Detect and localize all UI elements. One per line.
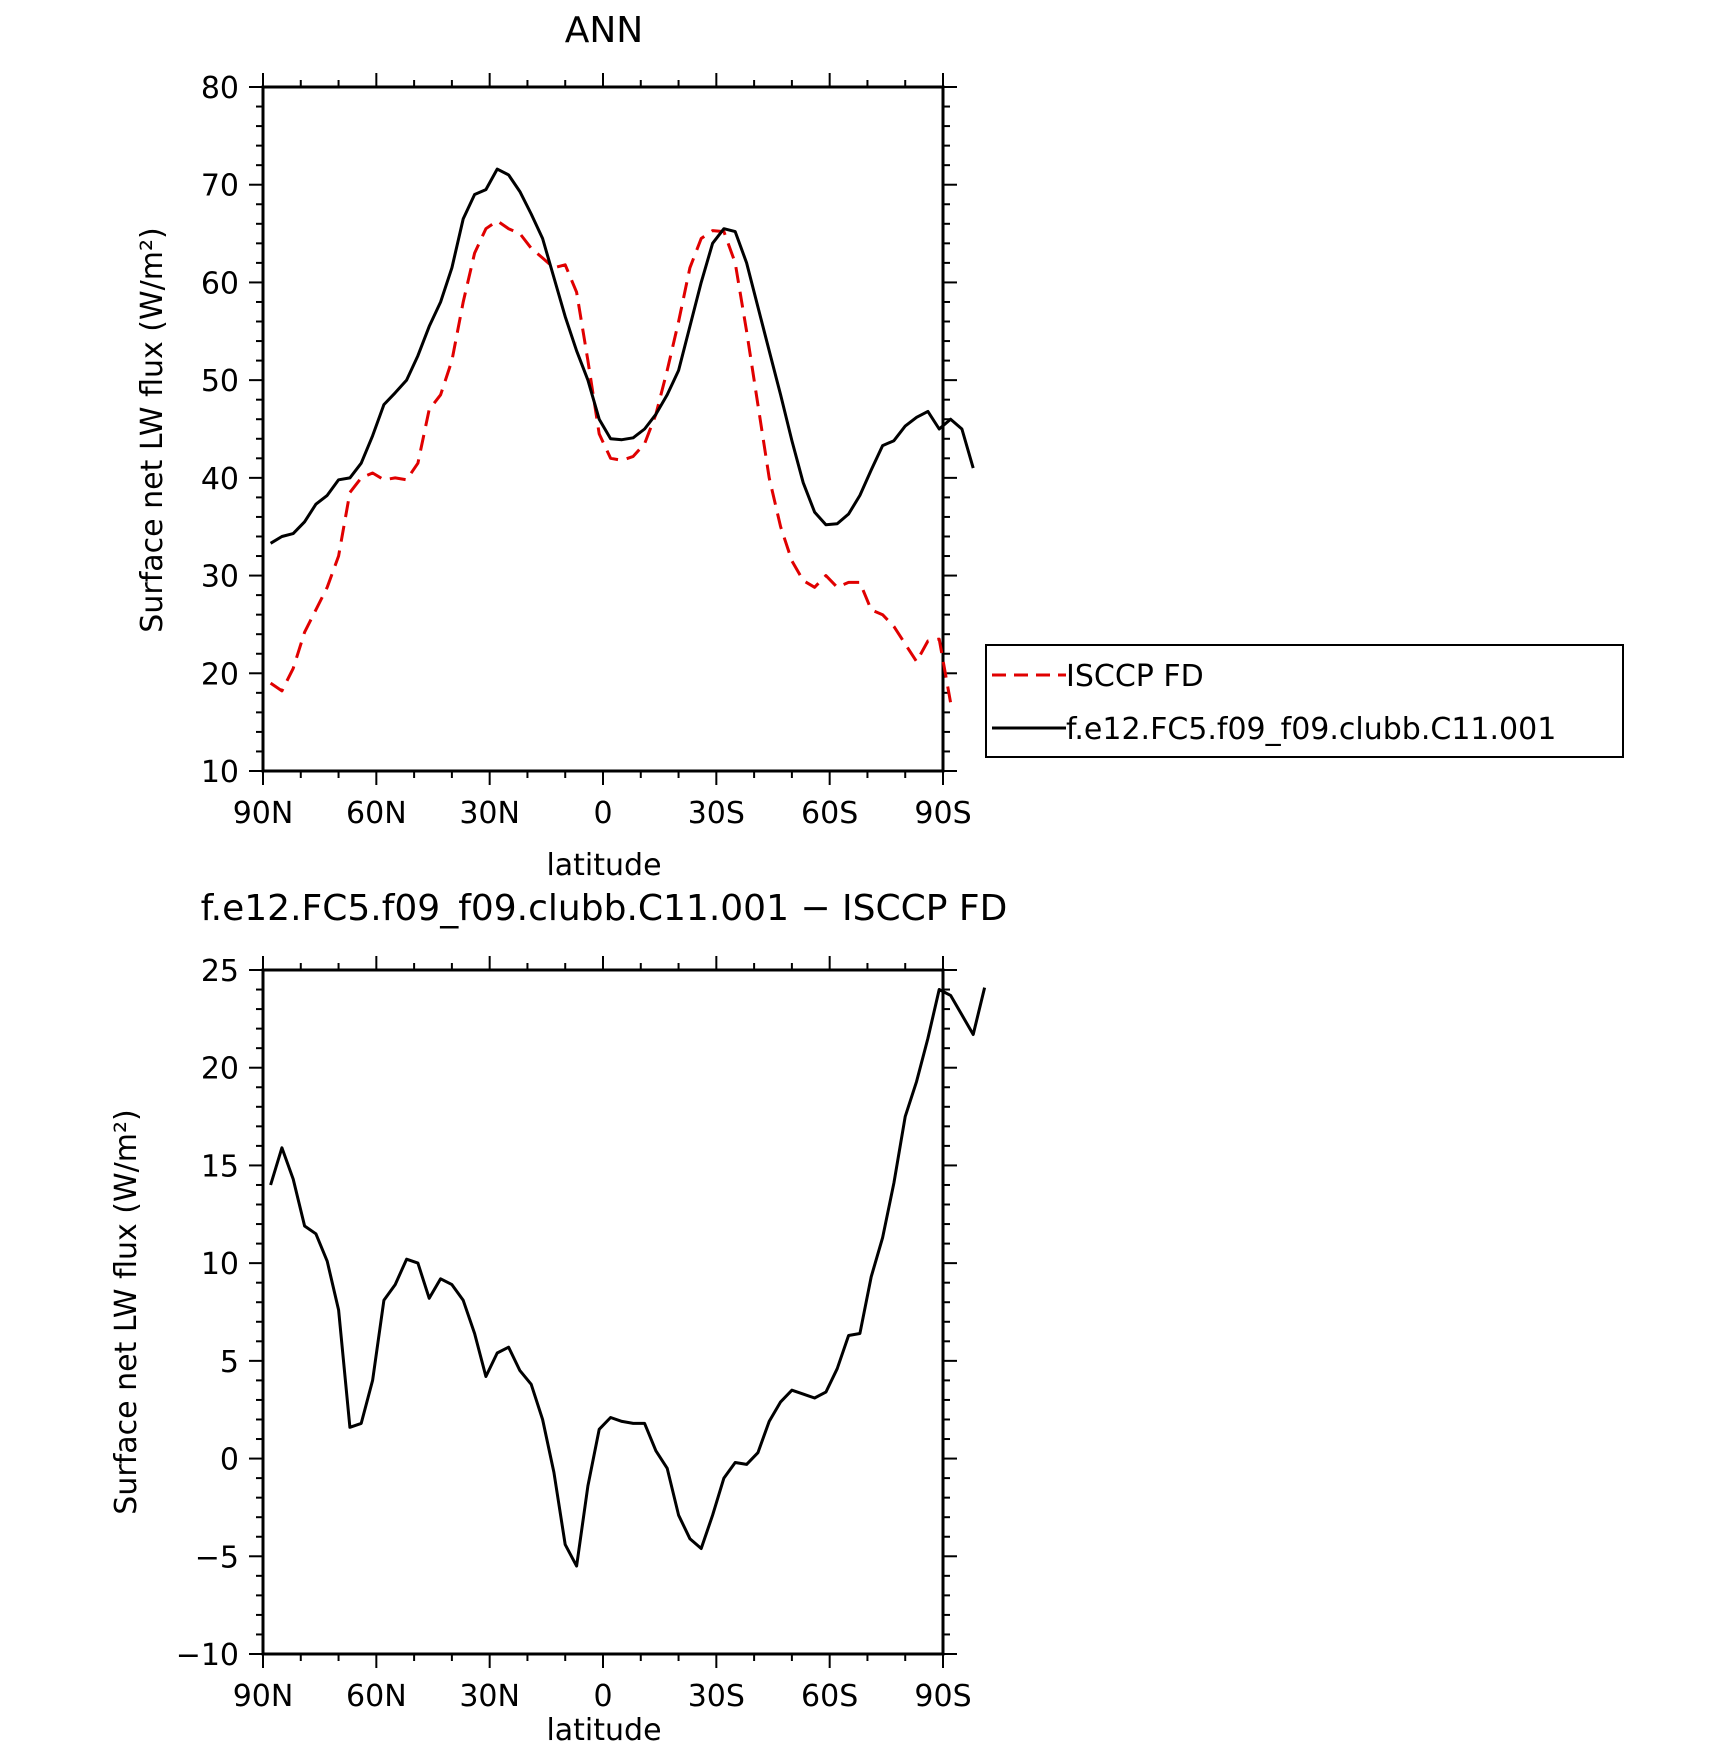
y-tick-label: 15 bbox=[201, 1149, 239, 1184]
isccp-series-line bbox=[269, 219, 953, 703]
x-tick-label: 60S bbox=[801, 1679, 858, 1714]
x-tick-label: 90N bbox=[233, 796, 294, 831]
x-tick-labels: 90N 60N 30N 0 30S 60S 90S bbox=[233, 1679, 972, 1714]
y-tick-labels: 10 20 30 40 50 60 70 80 bbox=[201, 71, 239, 790]
x-axis-title: latitude bbox=[546, 848, 661, 883]
y-tick-label: 80 bbox=[201, 71, 239, 106]
y-tick-label: 40 bbox=[201, 462, 239, 497]
axis-ticks bbox=[249, 956, 957, 1668]
y-tick-label: 20 bbox=[201, 657, 239, 692]
x-tick-label: 90S bbox=[914, 796, 971, 831]
y-tick-label: 25 bbox=[201, 954, 239, 989]
x-tick-label: 60N bbox=[346, 796, 407, 831]
chart-title: f.e12.FC5.f09_f09.clubb.C11.001 − ISCCP … bbox=[201, 888, 1008, 929]
y-tick-label: −10 bbox=[176, 1638, 239, 1673]
axis-ticks bbox=[249, 73, 957, 785]
x-tick-label: 30S bbox=[688, 796, 745, 831]
y-tick-label: 10 bbox=[201, 1247, 239, 1282]
plot-frame bbox=[261, 85, 945, 773]
y-axis-title: Surface net LW flux (W/m²) bbox=[135, 227, 170, 632]
x-axis-title: latitude bbox=[546, 1713, 661, 1745]
series-layer bbox=[269, 167, 975, 703]
annual-chart: ANN 10 20 30 40 50 60 70 80 90N 60N 30N 0 30S 60S 90S… bbox=[135, 10, 975, 883]
plot-frame bbox=[261, 968, 945, 1656]
model-series-line bbox=[269, 987, 987, 1568]
y-axis-title: Surface net LW flux (W/m²) bbox=[109, 1109, 144, 1514]
x-tick-label: 30S bbox=[688, 1679, 745, 1714]
chart-title: ANN bbox=[565, 10, 644, 51]
x-tick-label: 60N bbox=[346, 1679, 407, 1714]
legend: ISCCP FD f.e12.FC5.f09_f09.clubb.C11.001 bbox=[985, 644, 1624, 758]
y-tick-label: 10 bbox=[201, 755, 239, 790]
legend-label-model: f.e12.FC5.f09_f09.clubb.C11.001 bbox=[1066, 712, 1556, 747]
x-tick-label: 90N bbox=[233, 1679, 294, 1714]
legend-label-isccp: ISCCP FD bbox=[1066, 659, 1204, 694]
y-tick-label: 20 bbox=[201, 1052, 239, 1087]
model-series-line bbox=[269, 167, 975, 545]
y-tick-label: 5 bbox=[220, 1345, 239, 1380]
series-layer bbox=[269, 987, 987, 1568]
x-tick-label: 30N bbox=[459, 1679, 520, 1714]
y-tick-label: 60 bbox=[201, 266, 239, 301]
x-tick-label: 0 bbox=[593, 796, 612, 831]
y-tick-label: 30 bbox=[201, 560, 239, 595]
y-tick-label: 50 bbox=[201, 364, 239, 399]
x-tick-label: 90S bbox=[914, 1679, 971, 1714]
x-tick-label: 0 bbox=[593, 1679, 612, 1714]
y-tick-label: 70 bbox=[201, 169, 239, 204]
legend-box bbox=[985, 644, 1624, 758]
y-tick-label: 0 bbox=[220, 1443, 239, 1478]
x-tick-label: 30N bbox=[459, 796, 520, 831]
y-tick-label: −5 bbox=[195, 1540, 239, 1575]
y-tick-labels: −10 −5 0 5 10 15 20 25 bbox=[176, 954, 239, 1673]
x-tick-labels: 90N 60N 30N 0 30S 60S 90S bbox=[233, 796, 972, 831]
x-tick-label: 60S bbox=[801, 796, 858, 831]
difference-chart: f.e12.FC5.f09_f09.clubb.C11.001 − ISCCP … bbox=[109, 888, 1007, 1745]
